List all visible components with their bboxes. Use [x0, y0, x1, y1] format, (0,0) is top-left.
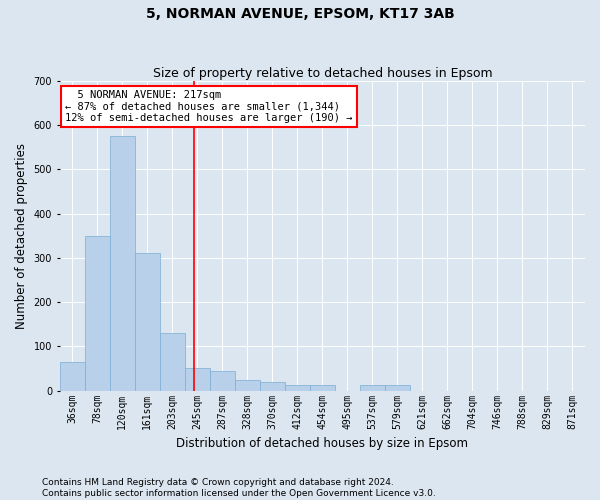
Bar: [185, 368, 210, 390]
Bar: [59, 362, 85, 390]
Bar: [110, 136, 135, 390]
Bar: [210, 370, 235, 390]
Bar: [385, 385, 410, 390]
Bar: [135, 254, 160, 390]
Text: Contains HM Land Registry data © Crown copyright and database right 2024.
Contai: Contains HM Land Registry data © Crown c…: [42, 478, 436, 498]
Title: Size of property relative to detached houses in Epsom: Size of property relative to detached ho…: [152, 66, 492, 80]
X-axis label: Distribution of detached houses by size in Epsom: Distribution of detached houses by size …: [176, 437, 469, 450]
Text: 5 NORMAN AVENUE: 217sqm
← 87% of detached houses are smaller (1,344)
12% of semi: 5 NORMAN AVENUE: 217sqm ← 87% of detache…: [65, 90, 352, 123]
Bar: [160, 333, 185, 390]
Y-axis label: Number of detached properties: Number of detached properties: [15, 142, 28, 328]
Bar: [85, 236, 110, 390]
Bar: [310, 385, 335, 390]
Bar: [260, 382, 285, 390]
Bar: [285, 385, 310, 390]
Text: 5, NORMAN AVENUE, EPSOM, KT17 3AB: 5, NORMAN AVENUE, EPSOM, KT17 3AB: [146, 8, 454, 22]
Bar: [235, 380, 260, 390]
Bar: [360, 385, 385, 390]
